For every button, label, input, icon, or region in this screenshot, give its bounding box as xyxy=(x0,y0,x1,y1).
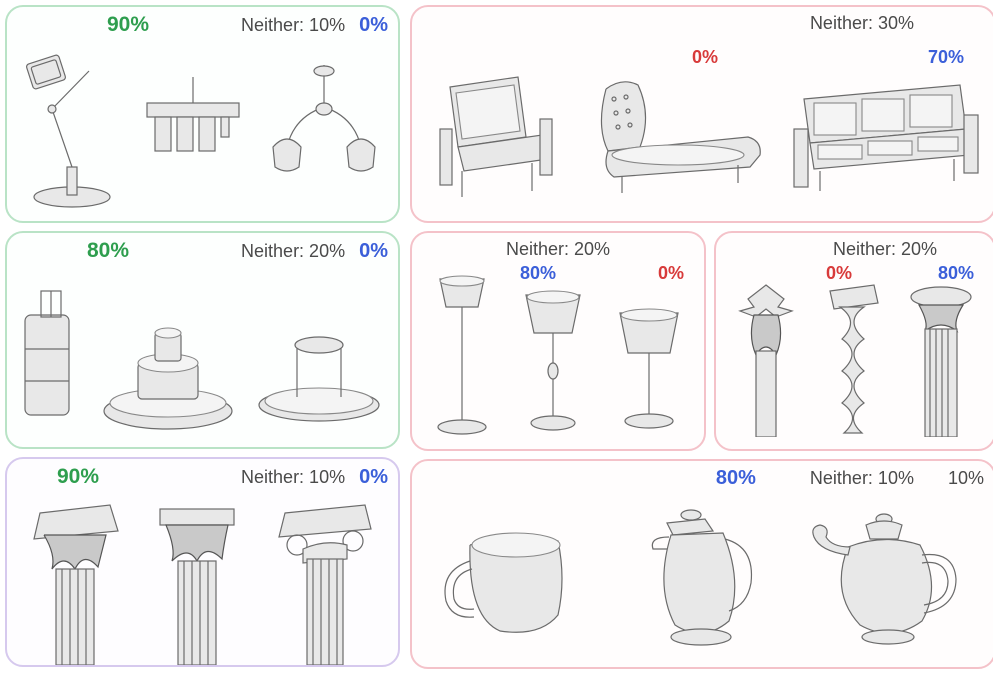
model-col-star xyxy=(726,277,806,437)
model-column-2 xyxy=(142,495,252,665)
labels-cols-right: Neither: 20% xyxy=(726,239,984,265)
models-columns-right xyxy=(726,265,984,443)
model-teapot xyxy=(796,497,976,657)
models-cups xyxy=(422,493,984,663)
pct-green-lamps: 90% xyxy=(107,13,149,37)
pct-neither-lampsr: Neither: 20% xyxy=(506,239,610,260)
labels-columns-left: 90% Neither: 10% 0% xyxy=(17,465,388,491)
pct-neither-tables: Neither: 20% xyxy=(241,241,345,262)
panel-lamps-right: Neither: 20% 80% 0% xyxy=(410,231,706,451)
panel-cups: 80% Neither: 10% 10% xyxy=(410,459,993,669)
pct-neither-cups: Neither: 10% xyxy=(810,468,914,489)
pct-blue-cups: 80% xyxy=(716,467,756,490)
panel-lamps: 90% Neither: 10% 0% xyxy=(5,5,400,223)
pct-neither-chairs: Neither: 30% xyxy=(810,13,914,34)
labels-chairs: Neither: 30% xyxy=(422,13,984,39)
row-mid: Neither: 20% 80% 0% xyxy=(410,231,993,451)
pct-neither-cols: Neither: 10% xyxy=(241,467,345,488)
labels-lamps: 90% Neither: 10% 0% xyxy=(17,13,388,39)
right-column: Neither: 30% 0% 70% xyxy=(410,5,993,670)
pct-neither-lamps: Neither: 10% xyxy=(241,15,345,36)
pct-last-cups: 10% xyxy=(948,468,984,489)
models-tables xyxy=(17,265,388,441)
pct-blue-lamps: 0% xyxy=(359,14,388,37)
pct-red-chairs: 0% xyxy=(692,47,718,68)
labels-lamps-right: Neither: 20% xyxy=(422,239,694,265)
model-fountain xyxy=(93,285,243,435)
model-table-lamp-1 xyxy=(508,279,598,439)
models-lamps-right xyxy=(422,265,694,445)
model-col-fluted xyxy=(899,277,984,437)
panel-tables: 80% Neither: 20% 0% xyxy=(5,231,400,449)
model-cabinet xyxy=(17,285,87,435)
pct-blue-chairs: 70% xyxy=(928,47,964,68)
labels-cups: 80% Neither: 10% 10% xyxy=(422,467,984,493)
pct-blue-colsr: 80% xyxy=(938,263,974,284)
pct-blue-cols: 0% xyxy=(359,466,388,489)
model-floor-lamp xyxy=(422,269,502,439)
left-column: 90% Neither: 10% 0% xyxy=(5,5,400,670)
model-col-twist xyxy=(812,277,892,437)
pct-blue-tables: 0% xyxy=(359,240,388,263)
model-disk-table xyxy=(249,305,389,435)
labels-tables: 80% Neither: 20% 0% xyxy=(17,239,388,265)
model-desk-lamp xyxy=(17,49,127,209)
pct-blue-lampsr: 80% xyxy=(520,263,556,284)
model-bar-light xyxy=(133,69,253,209)
pct-red-colsr: 0% xyxy=(826,263,852,284)
model-chaise xyxy=(578,59,778,209)
models-columns-left xyxy=(17,491,388,671)
models-lamps xyxy=(17,39,388,215)
panel-columns-right: Neither: 20% 0% 80% xyxy=(714,231,993,451)
panel-chairs: Neither: 30% 0% 70% xyxy=(410,5,993,223)
model-pitcher xyxy=(613,497,773,657)
pct-green-tables: 80% xyxy=(87,239,129,263)
model-table-lamp-2 xyxy=(604,299,694,439)
model-chandelier xyxy=(259,59,389,209)
pct-neither-colsr: Neither: 20% xyxy=(833,239,937,260)
model-column-3 xyxy=(265,495,385,665)
model-mug xyxy=(430,507,590,657)
model-bench xyxy=(784,59,984,209)
model-column-1 xyxy=(20,495,130,665)
pct-red-lampsr: 0% xyxy=(658,263,684,284)
panel-columns-left: 90% Neither: 10% 0% xyxy=(5,457,400,667)
pct-green-cols: 90% xyxy=(57,465,99,489)
model-armchair xyxy=(422,59,572,209)
